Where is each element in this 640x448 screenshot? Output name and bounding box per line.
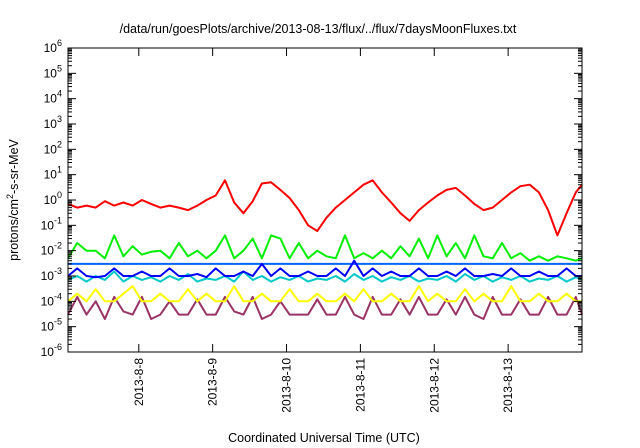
y-tick-base: 10	[41, 218, 55, 232]
y-tick-base: 10	[44, 142, 58, 156]
y-tick-base: 10	[41, 294, 55, 308]
y-tick-base: 10	[41, 269, 55, 283]
series-line-5	[67, 285, 582, 303]
y-tick-label: 10-6	[41, 342, 62, 359]
y-tick-exponent: 6	[57, 38, 62, 48]
y-tick-base: 10	[44, 117, 58, 131]
x-axis-label: Coordinated Universal Time (UTC)	[228, 431, 420, 445]
y-tick-exponent: -1	[54, 215, 62, 225]
y-tick-label: 102	[44, 139, 62, 156]
y-tick-base: 10	[41, 345, 55, 359]
y-tick-base: 10	[41, 320, 55, 334]
x-tick-labels: 2013-8-8 2013-8-9 2013-8-10 2013-8-11 2013-8…	[132, 358, 515, 413]
x-tick-label: 2013-8-12	[427, 358, 441, 413]
y-tick-base: 10	[41, 244, 55, 258]
y-tick-label: 106	[44, 38, 62, 55]
y-tick-exponent: 0	[57, 190, 62, 200]
y-tick-label: 10-2	[41, 241, 62, 258]
y-tick-exponent: 4	[57, 89, 62, 99]
y-tick-label: 105	[44, 63, 62, 80]
y-tick-base: 10	[44, 193, 58, 207]
y-tick-base: 10	[44, 66, 58, 80]
y-axis-label-prefix: protons/cm	[7, 199, 21, 261]
y-tick-labels: 10610510410310210110010-110-210-310-410-…	[41, 38, 62, 359]
series-line-2	[67, 259, 582, 279]
y-tick-base: 10	[44, 92, 58, 106]
y-tick-label: 10-1	[41, 215, 62, 232]
y-tick-exponent: 1	[57, 165, 62, 175]
x-tick-label: 2013-8-9	[206, 358, 220, 406]
y-tick-label: 10-4	[41, 291, 62, 308]
y-tick-label: 103	[44, 114, 62, 131]
y-tick-label: 104	[44, 89, 62, 106]
y-tick-exponent: 5	[57, 63, 62, 73]
x-tick-label: 2013-8-13	[501, 358, 515, 413]
x-tick-label: 2013-8-8	[132, 358, 146, 406]
y-tick-exponent: -6	[54, 342, 62, 352]
y-tick-exponent: -2	[54, 241, 62, 251]
series-line-1	[67, 234, 583, 262]
y-tick-label: 10-5	[41, 317, 62, 334]
y-tick-exponent: -3	[54, 266, 62, 276]
y-tick-exponent: 2	[57, 139, 62, 149]
y-tick-base: 10	[44, 41, 58, 55]
y-tick-exponent: 3	[57, 114, 62, 124]
series-line-0	[67, 179, 583, 237]
series-layer	[67, 179, 583, 320]
x-tick-label: 2013-8-11	[353, 358, 367, 412]
y-axis-label-sup: 2	[5, 194, 15, 199]
y-tick-exponent: -5	[54, 317, 62, 327]
y-axis-label-suffix: -s-sr-MeV	[7, 138, 21, 194]
y-tick-base: 10	[44, 168, 58, 182]
ticks-layer	[68, 47, 582, 353]
y-tick-label: 10-3	[41, 266, 62, 283]
x-tick-label: 2013-8-10	[280, 358, 294, 413]
y-axis-label: protons/cm2-s-sr-MeV	[5, 138, 21, 260]
y-tick-exponent: -4	[54, 291, 62, 301]
chart-title: /data/run/goesPlots/archive/2013-08-13/f…	[120, 22, 517, 36]
y-tick-label: 100	[44, 190, 62, 207]
series-line-6	[67, 295, 583, 320]
series-line-4	[67, 270, 583, 283]
y-tick-label: 101	[44, 165, 62, 182]
